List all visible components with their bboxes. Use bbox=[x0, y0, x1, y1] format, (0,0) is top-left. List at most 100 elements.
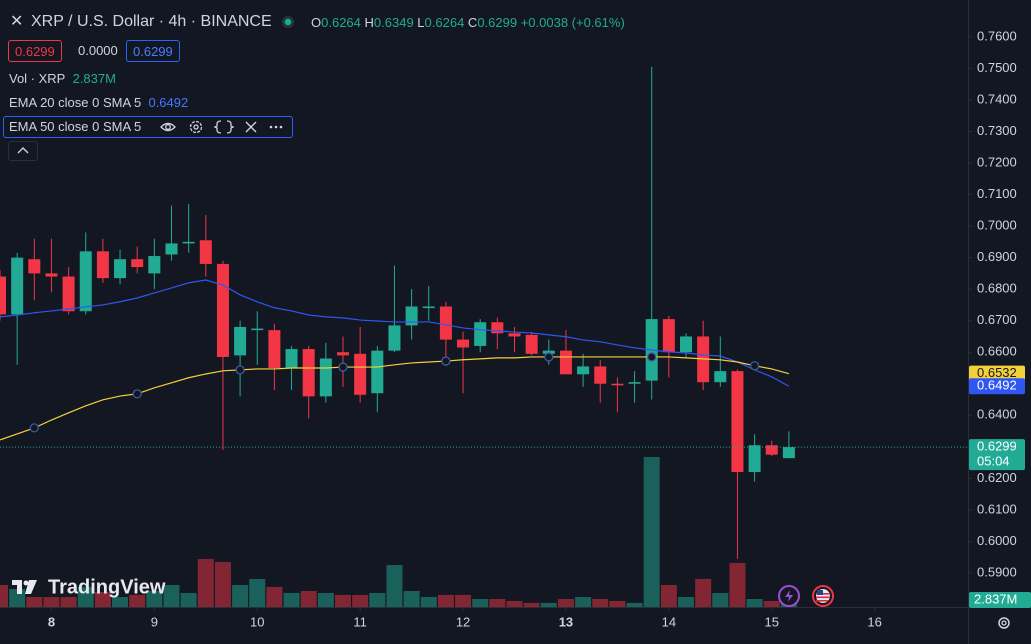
volume-bar bbox=[214, 561, 231, 607]
last-price-label: 0.6299 bbox=[977, 439, 1017, 454]
chevron-up bbox=[17, 147, 29, 154]
ema-name: EMA 50 close 0 SMA 5 bbox=[9, 119, 142, 134]
candle-body bbox=[525, 334, 538, 354]
candle-body bbox=[199, 240, 212, 264]
y-tick-label: 0.6400 bbox=[977, 407, 1017, 422]
plot-area bbox=[0, 66, 968, 607]
candle-body bbox=[542, 350, 555, 354]
candle-body bbox=[0, 276, 6, 315]
x-tick-label: 15 bbox=[765, 614, 779, 629]
volume-bar bbox=[403, 591, 420, 607]
events-icon[interactable] bbox=[778, 585, 800, 607]
candle-body bbox=[11, 257, 24, 315]
settings-icon[interactable] bbox=[189, 120, 203, 134]
candle-body bbox=[148, 256, 161, 274]
candle-body bbox=[491, 322, 504, 334]
candle-body bbox=[251, 328, 264, 331]
candle-body bbox=[337, 352, 349, 356]
candle-body bbox=[216, 263, 229, 357]
visibility-icon[interactable] bbox=[160, 122, 176, 132]
source-code-icon[interactable] bbox=[213, 120, 235, 134]
volume-bar bbox=[575, 597, 592, 607]
session-marker bbox=[544, 352, 554, 362]
candle-body bbox=[577, 366, 590, 375]
volume-bar bbox=[300, 591, 317, 607]
candle-body bbox=[234, 326, 247, 356]
ohlc-value: 0.6299 bbox=[477, 15, 518, 30]
candle-body bbox=[268, 330, 281, 368]
candle-body bbox=[285, 349, 298, 368]
volume-bar bbox=[112, 597, 129, 607]
volume-bar bbox=[26, 597, 43, 607]
volume-bar bbox=[455, 594, 472, 607]
branding-logo bbox=[12, 580, 37, 594]
candle-body bbox=[302, 349, 315, 397]
volume-bar bbox=[335, 594, 351, 607]
economic-calendar-icon[interactable] bbox=[812, 585, 834, 607]
change: +0.0038 (+0.61%) bbox=[520, 15, 625, 30]
collapse-legend-button[interactable] bbox=[8, 141, 38, 161]
candle-body bbox=[748, 445, 761, 473]
legend-actions bbox=[160, 120, 283, 134]
candle-body bbox=[782, 447, 795, 459]
spread: 0.0000 bbox=[78, 43, 118, 58]
volume-label-bg bbox=[969, 592, 1031, 608]
ohlc-label: O bbox=[311, 15, 322, 30]
ema-name: EMA 20 close 0 SMA 5 bbox=[9, 95, 142, 110]
y-tick-label: 0.7000 bbox=[977, 218, 1017, 233]
volume-value: 2.837M bbox=[72, 71, 116, 86]
candle-body bbox=[79, 251, 92, 312]
candle-body bbox=[62, 276, 75, 312]
volume-bar bbox=[94, 591, 111, 607]
candle-body bbox=[765, 445, 778, 455]
volume-bar bbox=[0, 584, 8, 607]
volume-bar bbox=[472, 599, 489, 607]
volume-bar bbox=[643, 456, 660, 607]
volume-bar bbox=[712, 592, 729, 607]
volume-legend: Vol · XRP 2.837M bbox=[9, 70, 116, 88]
candle-body bbox=[96, 251, 109, 279]
candle-body bbox=[508, 333, 521, 337]
volume-bar bbox=[746, 599, 763, 607]
session-marker bbox=[749, 361, 760, 371]
volume-bar bbox=[660, 584, 677, 607]
candle-body bbox=[611, 383, 624, 386]
volume-bar bbox=[283, 592, 300, 607]
ema50-legend[interactable]: EMA 50 close 0 SMA 5 bbox=[3, 116, 293, 138]
y-tick-label: 0.5900 bbox=[977, 564, 1017, 579]
y-tick-label: 0.7300 bbox=[977, 123, 1017, 138]
y-tick-label: 0.6200 bbox=[977, 470, 1017, 485]
sell-button[interactable]: 0.6299 bbox=[8, 40, 62, 62]
candle-body bbox=[114, 259, 127, 279]
settings-icon[interactable] bbox=[998, 617, 1010, 629]
remove-icon[interactable] bbox=[245, 121, 257, 133]
candle-body bbox=[474, 322, 487, 346]
market-status[interactable] bbox=[281, 15, 295, 34]
ema-line bbox=[0, 356, 790, 441]
y-tick-label: 0.6100 bbox=[977, 501, 1017, 516]
volume-bar bbox=[146, 591, 163, 607]
candle-body bbox=[422, 306, 435, 309]
candle-body bbox=[28, 259, 41, 274]
volume-name: Vol · XRP bbox=[9, 71, 66, 86]
volume-bar bbox=[540, 602, 557, 607]
volume-bar bbox=[369, 592, 386, 607]
buy-button[interactable]: 0.6299 bbox=[126, 40, 180, 62]
y-tick-label: 0.6900 bbox=[977, 249, 1017, 264]
candle-body bbox=[45, 273, 58, 277]
close-legend-icon[interactable]: ✕ bbox=[10, 13, 24, 30]
volume-bar bbox=[317, 592, 334, 607]
candle-body bbox=[714, 371, 727, 383]
candle-body bbox=[439, 306, 452, 340]
volume-bar bbox=[437, 594, 454, 607]
candle-body bbox=[354, 353, 367, 395]
ema20-price-label: 0.6492 bbox=[977, 378, 1017, 393]
candle-body bbox=[628, 382, 641, 384]
y-tick-label: 0.7200 bbox=[977, 154, 1017, 169]
volume-bar bbox=[678, 597, 694, 607]
ema50-price-label: 0.6532 bbox=[977, 365, 1017, 380]
volume-bar bbox=[506, 600, 523, 607]
candle-body bbox=[371, 350, 384, 394]
more-icon[interactable] bbox=[269, 125, 283, 129]
x-tick-label: 9 bbox=[151, 614, 158, 629]
